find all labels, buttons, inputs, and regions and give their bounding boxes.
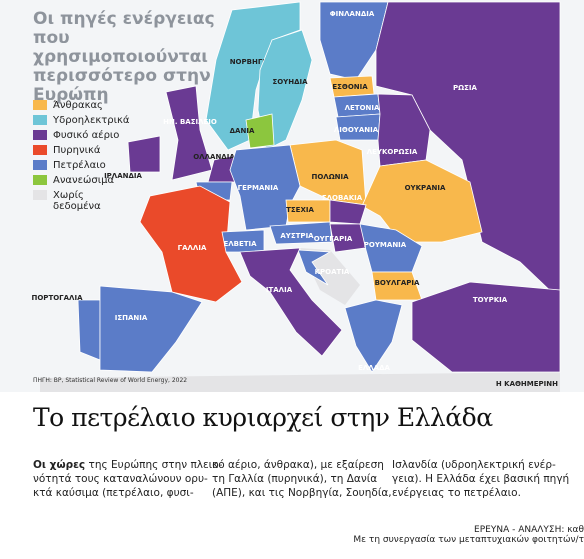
country — [245, 113, 275, 149]
country-label: ΙΤΑΛΙΑ — [266, 286, 293, 294]
article-text: κό αέριο, άνθρακα), με εξαίρεση — [212, 459, 384, 471]
article-line: τη Γαλλία (πυρηνικά), τη Δανία — [212, 472, 382, 486]
country-label: ΤΣΕΧΙΑ — [286, 206, 314, 214]
country-label: ΡΩΣΙΑ — [453, 84, 477, 92]
article-text: της Ευρώπης στην πλειο- — [88, 459, 223, 471]
article-line: κό αέριο, άνθρακα), με εξαίρεση — [212, 458, 384, 472]
article-line: νότητά τους καταναλώνουν ορυ- — [33, 472, 208, 486]
legend-swatch — [33, 190, 47, 200]
credit-line: Με τη συνεργασία των μεταπτυχιακών φοιτη… — [353, 535, 584, 545]
country-label: ΙΣΠΑΝΙΑ — [115, 314, 148, 322]
legend: Άνθρακας Υδροηλεκτρικά Φυσικό αέριο Πυρηνικ… — [33, 100, 130, 216]
country-label: ΓΑΛΛΙΑ — [178, 244, 207, 252]
article-line: γεια). Η Ελλάδα έχει βασική πηγή — [392, 472, 569, 486]
article-line: (ΑΠΕ), και τις Νορβηγία, Σουηδία, — [212, 486, 392, 500]
country-label: ΟΛΛΑΝΔΙΑ — [193, 153, 235, 161]
legend-label: Ανανεώσιμα — [53, 175, 115, 186]
legend-item: Φυσικό αέριο — [33, 130, 128, 141]
article-line: ενέργειας το πετρέλαιο. — [392, 486, 562, 500]
map: ΦΙΝΛΑΝΔΙΑ ΝΟΡΒΗΓΙΑ ΣΟΥΗΔΙΑ ΕΣΘΟΝΙΑ ΛΕΤΟΝΙΑ ΛΙ… — [0, 0, 584, 392]
country-label: ΙΡΛΑΝΔΙΑ — [104, 172, 142, 180]
country-label: ΠΟΡΤΟΓΑΛΙΑ — [32, 294, 84, 302]
article-line: Οι χώρες της Ευρώπης στην πλειο- — [33, 458, 222, 472]
country — [77, 299, 101, 361]
country-label: ΡΟΥΜΑΝΙΑ — [364, 241, 407, 249]
legend-item: Υδροηλεκτρικά — [33, 115, 130, 126]
country-label: ΝΟΡΒΗΓΙΑ — [230, 58, 271, 66]
country — [361, 159, 483, 243]
legend-label: Φυσικό αέριο — [53, 130, 120, 141]
country-label: ΣΟΥΗΔΙΑ — [272, 78, 308, 86]
legend-label: Υδροηλεκτρικά — [53, 115, 130, 126]
country — [127, 135, 161, 173]
country-label: ΛΙΘΟΥΑΝΙΑ — [334, 126, 379, 134]
country-label: ΕΛΛΑΔΑ — [358, 364, 390, 372]
country — [139, 185, 243, 303]
legend-item: Πετρέλαιο — [33, 160, 128, 171]
country-label: ΛΕΥΚΟΡΩΣΙΑ — [367, 148, 418, 156]
article-column: κό αέριο, άνθρακα), με εξαίρεση τη Γαλλία… — [212, 458, 392, 500]
legend-swatch — [33, 175, 47, 185]
article-text: τη Γαλλία (πυρηνικά), τη Δανία — [212, 473, 378, 485]
country-label: ΕΛΒΕΤΙΑ — [223, 240, 257, 248]
legend-item: Πυρηνικά — [33, 145, 128, 156]
article-text: ενέργειας το πετρέλαιο. — [392, 487, 521, 499]
country-label: ΑΥΣΤΡΙΑ — [280, 232, 314, 240]
article-line: Ισλανδία (υδροηλεκτρική ενέρ- — [392, 458, 562, 472]
article-text: Ισλανδία (υδροηλεκτρική ενέρ- — [392, 459, 556, 471]
legend-swatch — [33, 115, 47, 125]
legend-label: Πυρηνικά — [53, 145, 101, 156]
legend-label: Πετρέλαιο — [53, 160, 106, 171]
credit: ΕΡΕΥΝΑ - ΑΝΑΛΥΣΗ: καθ Με τη συνεργασία τω… — [353, 525, 584, 545]
legend-label: Χωρίς δεδομένα — [53, 190, 101, 212]
country-label: ΣΛΟΒΑΚΙΑ — [322, 194, 363, 202]
article-text: κτά καύσιμα (πετρέλαιο, φυσι- — [33, 487, 194, 499]
country-label: ΛΕΤΟΝΙΑ — [345, 104, 380, 112]
legend-label: Άνθρακας — [53, 100, 103, 111]
legend-item: Ανανεώσιμα — [33, 175, 128, 186]
article-column: Οι χώρες της Ευρώπης στην πλειο-νότητά τ… — [33, 458, 222, 500]
article-line: κτά καύσιμα (πετρέλαιο, φυσι- — [33, 486, 203, 500]
country — [205, 1, 301, 151]
land-no-data — [300, 248, 360, 305]
legend-swatch — [33, 145, 47, 155]
legend-item: Χωρίς δεδομένα — [33, 190, 128, 212]
legend-swatch — [33, 130, 47, 140]
country-label: ΚΡΟΑΤΙΑ — [315, 268, 350, 276]
article-column: Ισλανδία (υδροηλεκτρική ενέρ-γεια). Η Ελ… — [392, 458, 569, 500]
article-text: γεια). Η Ελλάδα έχει βασική πηγή — [392, 473, 570, 485]
credit-line: ΕΡΕΥΝΑ - ΑΝΑΛΥΣΗ: καθ — [474, 525, 584, 535]
land-no-data — [40, 372, 560, 392]
country-label: ΔΑΝΙΑ — [230, 127, 255, 135]
country-label: ΟΥΚΡΑΝΙΑ — [405, 184, 446, 192]
article-lead: Οι χώρες — [33, 459, 86, 471]
article-text: (ΑΠΕ), και τις Νορβηγία, Σουηδία, — [212, 487, 392, 499]
country-label: ΕΣΘΟΝΙΑ — [332, 83, 368, 91]
map-title: Οι πηγές ενέργειας που χρησιμοποιούνται … — [33, 9, 215, 105]
article-text: νότητά τους καταναλώνουν ορυ- — [33, 473, 208, 485]
legend-item: Άνθρακας — [33, 100, 128, 111]
country-label: ΤΟΥΡΚΙΑ — [473, 296, 508, 304]
country-label: ΟΥΓΓΑΡΙΑ — [314, 235, 353, 243]
source: ΠΗΓΗ: BP, Statistical Review of World En… — [33, 377, 188, 384]
country — [297, 249, 332, 286]
country — [269, 221, 333, 245]
country-label: ΦΙΝΛΑΝΔΙΑ — [330, 10, 375, 18]
country — [99, 285, 203, 373]
country-label: ΓΕΡΜΑΝΙΑ — [238, 184, 279, 192]
country — [411, 281, 561, 373]
country — [239, 247, 343, 357]
headline: Το πετρέλαιο κυριαρχεί στην Ελλάδα — [33, 403, 493, 432]
brand: Η ΚΑΘΗΜΕΡΙΝΗ — [495, 380, 558, 388]
country — [375, 1, 561, 301]
country-label: ΠΟΛΩΝΙΑ — [311, 173, 349, 181]
legend-swatch — [33, 160, 47, 170]
legend-swatch — [33, 100, 47, 110]
country-label: ΒΟΥΛΓΑΡΙΑ — [375, 279, 420, 287]
country — [344, 299, 403, 373]
country-label: ΗΝ. ΒΑΣΙΛΕΙΟ — [163, 118, 217, 126]
